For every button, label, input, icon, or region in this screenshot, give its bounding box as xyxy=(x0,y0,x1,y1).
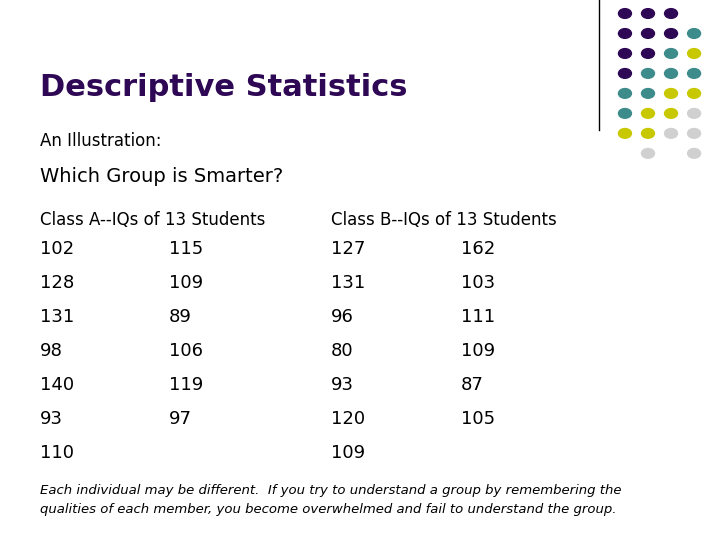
Circle shape xyxy=(618,69,631,78)
Text: 97: 97 xyxy=(169,410,192,428)
Text: Which Group is Smarter?: Which Group is Smarter? xyxy=(40,167,283,186)
Circle shape xyxy=(665,129,678,138)
Text: 87: 87 xyxy=(461,376,484,394)
Circle shape xyxy=(642,129,654,138)
Circle shape xyxy=(618,49,631,58)
Circle shape xyxy=(665,109,678,118)
Circle shape xyxy=(642,49,654,58)
Text: 93: 93 xyxy=(331,376,354,394)
Text: 127: 127 xyxy=(331,240,366,258)
Text: 140: 140 xyxy=(40,376,73,394)
Circle shape xyxy=(618,29,631,38)
Circle shape xyxy=(688,129,701,138)
Text: qualities of each member, you become overwhelmed and fail to understand the grou: qualities of each member, you become ove… xyxy=(40,503,616,516)
Text: 93: 93 xyxy=(40,410,63,428)
Text: 120: 120 xyxy=(331,410,365,428)
Text: 89: 89 xyxy=(169,308,192,326)
Text: 98: 98 xyxy=(40,342,63,360)
Circle shape xyxy=(618,9,631,18)
Circle shape xyxy=(618,109,631,118)
Text: 80: 80 xyxy=(331,342,354,360)
Circle shape xyxy=(688,49,701,58)
Text: 110: 110 xyxy=(40,444,73,462)
Circle shape xyxy=(642,69,654,78)
Text: 119: 119 xyxy=(169,376,204,394)
Text: 109: 109 xyxy=(169,274,203,292)
Circle shape xyxy=(688,109,701,118)
Circle shape xyxy=(642,9,654,18)
Text: 109: 109 xyxy=(331,444,365,462)
Circle shape xyxy=(665,69,678,78)
Text: An Illustration:: An Illustration: xyxy=(40,132,161,150)
Circle shape xyxy=(642,89,654,98)
Circle shape xyxy=(665,29,678,38)
Text: Each individual may be different.  If you try to understand a group by rememberi: Each individual may be different. If you… xyxy=(40,484,621,497)
Circle shape xyxy=(688,89,701,98)
Circle shape xyxy=(642,148,654,158)
Circle shape xyxy=(688,148,701,158)
Text: 128: 128 xyxy=(40,274,74,292)
Text: 105: 105 xyxy=(461,410,495,428)
Circle shape xyxy=(688,29,701,38)
Circle shape xyxy=(642,109,654,118)
Text: 111: 111 xyxy=(461,308,495,326)
Circle shape xyxy=(618,89,631,98)
Text: Class B--IQs of 13 Students: Class B--IQs of 13 Students xyxy=(331,211,557,228)
Circle shape xyxy=(642,29,654,38)
Text: 106: 106 xyxy=(169,342,203,360)
Circle shape xyxy=(665,9,678,18)
Text: 162: 162 xyxy=(461,240,495,258)
Text: 115: 115 xyxy=(169,240,204,258)
Circle shape xyxy=(665,49,678,58)
Text: 109: 109 xyxy=(461,342,495,360)
Circle shape xyxy=(688,69,701,78)
Text: 131: 131 xyxy=(331,274,366,292)
Text: Descriptive Statistics: Descriptive Statistics xyxy=(40,73,407,102)
Circle shape xyxy=(665,89,678,98)
Text: Class A--IQs of 13 Students: Class A--IQs of 13 Students xyxy=(40,211,265,228)
Text: 131: 131 xyxy=(40,308,74,326)
Circle shape xyxy=(618,129,631,138)
Text: 96: 96 xyxy=(331,308,354,326)
Text: 103: 103 xyxy=(461,274,495,292)
Text: 102: 102 xyxy=(40,240,73,258)
